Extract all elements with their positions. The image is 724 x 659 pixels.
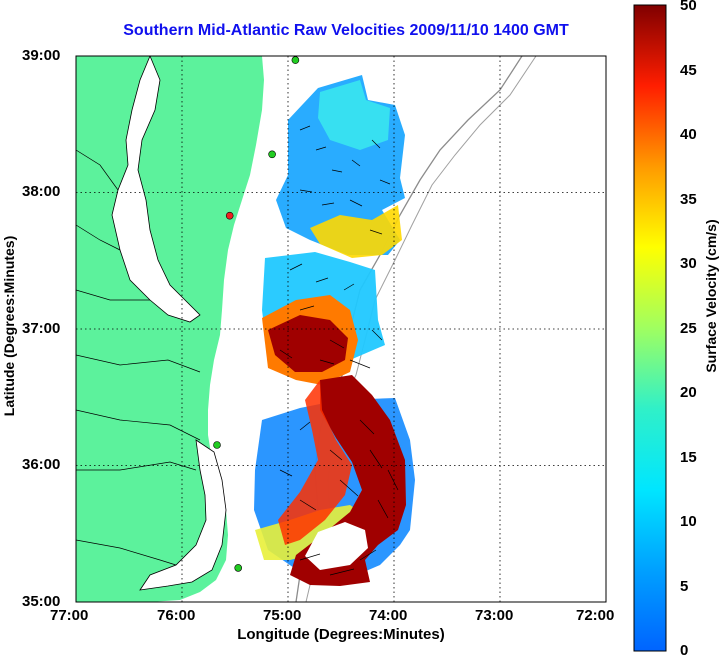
pamlico-sound	[139, 439, 227, 591]
velocity-gulf-stream	[290, 375, 406, 586]
colorbar-tick-label: 30	[680, 255, 697, 272]
colorbar-tick-label: 35	[680, 191, 697, 208]
station-marker	[225, 211, 234, 220]
velocity-north-cyan	[318, 80, 390, 150]
station-marker	[268, 150, 276, 159]
colorbar-tick-label: 25	[680, 320, 697, 337]
y-tick-label: 39:00	[22, 47, 61, 64]
station-markers	[213, 56, 300, 572]
y-axis-label: Latitude (Degrees:Minutes)	[1, 235, 17, 417]
velocity-gulf-stream-edge	[278, 380, 352, 545]
x-tick-label: 77:00	[50, 607, 89, 624]
chart-title: Southern Mid-Atlantic Raw Velocities 200…	[123, 22, 569, 39]
colorbar-tick-label: 5	[680, 578, 689, 595]
colorbar-tick-label: 15	[680, 449, 697, 466]
grid-lines	[76, 56, 606, 602]
colorbar-tick-label: 10	[680, 513, 697, 530]
y-tick-label: 35:00	[22, 593, 61, 610]
colorbar-tick-label: 40	[680, 126, 697, 143]
colorbar-tick-label: 20	[680, 384, 697, 401]
coverage-gap	[305, 522, 368, 570]
colorbar	[633, 4, 667, 652]
chesapeake-bay	[111, 56, 201, 323]
colorbar-tick-label: 45	[680, 62, 697, 79]
x-tick-label: 72:00	[576, 607, 615, 624]
velocity-vectors	[279, 125, 399, 576]
colorbar-tick-label: 0	[680, 642, 689, 659]
station-marker	[213, 441, 221, 449]
y-tick-label: 38:00	[22, 183, 61, 200]
x-tick-label: 73:00	[475, 607, 514, 624]
colorbar-label: Surface Velocity (cm/s)	[703, 219, 719, 373]
y-tick-label: 36:00	[22, 456, 61, 473]
axes-frame	[75, 55, 607, 603]
x-tick-label: 74:00	[369, 607, 408, 624]
y-tick-label: 37:00	[22, 320, 61, 337]
velocity-north-yellow	[310, 205, 402, 258]
x-tick-label: 76:00	[157, 607, 196, 624]
x-axis-label: Longitude (Degrees:Minutes)	[237, 626, 445, 643]
station-marker	[234, 564, 242, 572]
river-lines	[76, 149, 201, 566]
x-tick-label: 75:00	[263, 607, 302, 624]
colorbar-tick-label: 50	[680, 0, 697, 14]
station-marker	[291, 56, 300, 64]
